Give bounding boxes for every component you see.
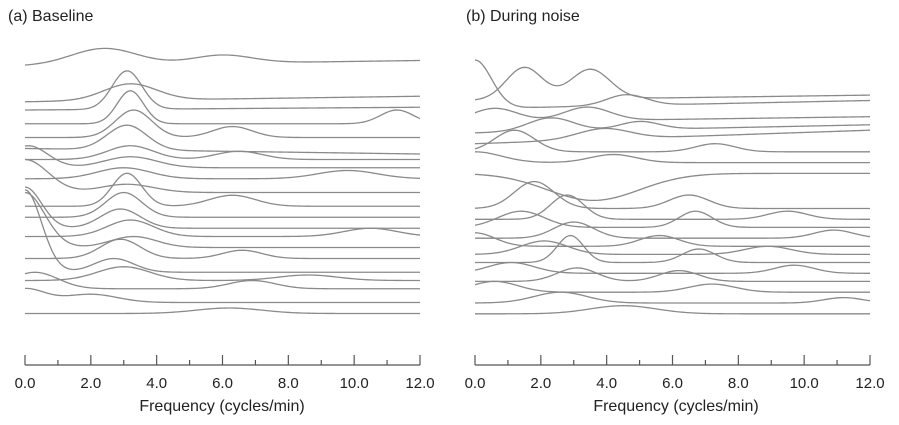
panel-b-x-axis-label: Frequency (cycles/min): [593, 398, 759, 415]
spectrum-trace: [474, 172, 870, 202]
spectrum-trace: [474, 117, 871, 134]
spectrum-trace: [25, 191, 420, 218]
spectrum-trace: [24, 266, 421, 282]
spectrum-trace: [474, 180, 870, 210]
spectrum-trace: [25, 307, 420, 315]
spectrum-trace: [25, 167, 421, 180]
x-tick-label: 8.0: [728, 375, 749, 392]
x-tick-label: 0.0: [465, 375, 486, 392]
spectrum-trace: [24, 145, 420, 169]
spectrum-trace: [24, 189, 420, 273]
spectrum-trace: [474, 106, 871, 121]
spectrum-trace: [24, 191, 420, 249]
x-tick-label: 12.0: [855, 375, 884, 392]
spectrum-trace: [25, 172, 420, 207]
panel-a-x-axis-label: Frequency (cycles/min): [139, 398, 305, 415]
spectrum-trace: [475, 194, 870, 220]
panel-b-title: (b) During noise: [466, 8, 580, 25]
spectrum-trace: [25, 109, 420, 139]
spectrum-trace: [25, 238, 420, 260]
spectrum-trace: [474, 210, 870, 229]
spectrum-trace: [25, 90, 421, 125]
spectrum-trace: [474, 59, 871, 108]
spectrum-trace: [25, 219, 421, 238]
x-tick-label: 2.0: [80, 375, 101, 392]
spectrum-trace: [474, 127, 871, 145]
x-tick-label: 10.0: [790, 375, 819, 392]
spectrum-trace: [24, 271, 420, 290]
spectrum-trace: [474, 129, 870, 153]
spectrum-trace: [24, 158, 420, 194]
spectrum-trace: [474, 280, 870, 293]
spectrum-trace: [475, 267, 870, 283]
panel-a-title: (a) Baseline: [8, 8, 94, 25]
x-tick-label: 2.0: [530, 375, 551, 392]
spectrum-trace: [474, 151, 870, 164]
spectrum-trace: [475, 221, 871, 239]
spectrum-trace: [24, 186, 420, 229]
spectrum-trace: [475, 234, 870, 264]
x-tick-label: 10.0: [340, 375, 369, 392]
spectrum-trace: [474, 66, 871, 101]
panel-b-plot: 0.0 2.0 4.0 6.0 8.0 10.0 12.0: [465, 59, 885, 392]
spectrum-trace: [474, 291, 871, 304]
spectrum-trace: [24, 47, 421, 66]
x-tick-label: 6.0: [662, 375, 683, 392]
spectrum-trace: [24, 83, 421, 103]
x-tick-label: 0.0: [15, 375, 36, 392]
spectrum-trace: [24, 70, 421, 111]
spectrum-trace: [474, 240, 870, 256]
x-tick-label: 4.0: [596, 375, 617, 392]
spectrum-trace: [475, 305, 870, 315]
x-tick-label: 8.0: [278, 375, 299, 392]
spectrum-trace: [474, 261, 870, 274]
spectrum-trace: [24, 124, 421, 155]
x-tick-label: 4.0: [146, 375, 167, 392]
panel-a-plot: 0.0 2.0 4.0 6.0 8.0 10.0 12.0: [15, 47, 435, 392]
spectrum-trace: [474, 232, 870, 247]
spectrum-trace: [24, 287, 420, 304]
x-tick-label: 6.0: [212, 375, 233, 392]
spectrum-trace: [25, 145, 420, 161]
x-tick-label: 12.0: [405, 375, 434, 392]
